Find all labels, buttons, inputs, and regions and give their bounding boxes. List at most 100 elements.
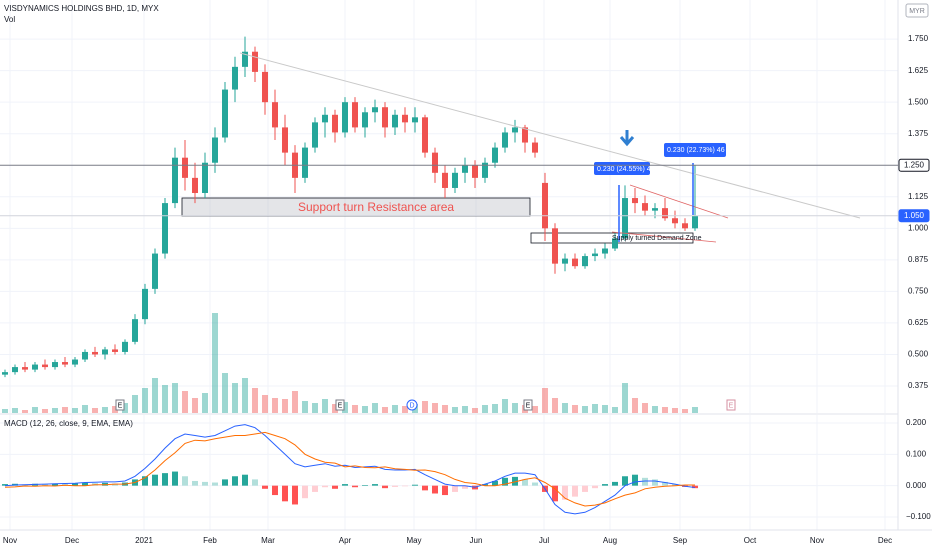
candle-body	[412, 117, 418, 123]
volume-bar	[512, 403, 518, 413]
volume-bar	[212, 313, 218, 413]
candle-body	[372, 107, 378, 113]
macd-histogram-bar	[452, 485, 458, 492]
currency-box[interactable]	[905, 3, 929, 18]
macd-histogram-bar	[302, 485, 308, 499]
volume-bar	[532, 406, 538, 413]
candle-body	[342, 102, 348, 133]
candle-body	[532, 142, 538, 153]
volume-bar	[452, 407, 458, 413]
macd-histogram-bar	[522, 479, 528, 486]
event-label[interactable]: E	[338, 402, 343, 409]
macd-histogram-bar	[82, 482, 88, 486]
x-tick-label: Dec	[65, 536, 79, 545]
candle-body	[32, 364, 38, 370]
macd-histogram-bar	[52, 483, 58, 486]
volume-bar	[502, 399, 508, 413]
volume-bar	[62, 407, 68, 413]
y-tick-label: 0.625	[908, 318, 929, 327]
volume-bar	[2, 409, 8, 413]
x-tick-label: Feb	[203, 536, 217, 545]
candle-body	[72, 359, 78, 365]
channel-line	[611, 231, 717, 243]
event-label[interactable]: E	[729, 402, 734, 409]
candle-body	[312, 122, 318, 148]
candle-body	[332, 114, 338, 133]
volume-bar	[172, 383, 178, 413]
candle-body	[112, 349, 118, 352]
volume-bar	[12, 408, 18, 413]
volume-bar	[332, 404, 338, 413]
event-marker[interactable]: E	[335, 399, 345, 411]
y-tick-label: 1.750	[908, 34, 929, 43]
volume-bar	[162, 385, 168, 413]
volume-bar	[342, 402, 348, 413]
volume-bar	[292, 391, 298, 413]
annotation: 0.230 (22.73%) 46	[667, 147, 725, 154]
volume-bar	[492, 404, 498, 413]
volume-bar	[592, 404, 598, 413]
macd-histogram-bar	[592, 485, 598, 489]
arrow	[619, 130, 635, 147]
macd-histogram-bar	[442, 485, 448, 496]
candle-body	[402, 114, 408, 123]
macd-histogram-bar	[322, 485, 328, 488]
macd-histogram-bar	[582, 485, 588, 492]
event-marker[interactable]: E	[523, 399, 533, 411]
volume-bar	[242, 378, 248, 413]
candle-body	[642, 203, 648, 211]
measure-box	[664, 143, 726, 157]
candle-body	[512, 127, 518, 133]
macd-histogram-bar	[292, 485, 298, 505]
candle-body	[682, 223, 688, 229]
macd-histogram-bar	[272, 485, 278, 496]
signal-line	[4, 431, 695, 507]
event-marker[interactable]: E	[115, 399, 125, 411]
price-label-box	[898, 209, 930, 223]
volume-bar	[372, 403, 378, 413]
volume-bar	[282, 399, 288, 413]
macd-histogram-bar	[402, 485, 408, 487]
macd-histogram-bar	[692, 485, 698, 489]
currency[interactable]: MYR	[909, 8, 925, 15]
event-marker[interactable]: D	[406, 399, 418, 411]
candle-body	[692, 215, 698, 229]
candle-body	[562, 258, 568, 264]
trend-line	[239, 52, 861, 219]
volume-bar	[422, 401, 428, 413]
volume-bar	[132, 395, 138, 413]
candle-body	[622, 198, 628, 239]
macd-histogram-bar	[672, 484, 678, 486]
volume-bar	[222, 373, 228, 413]
candle-body	[542, 182, 548, 229]
volume-bar	[192, 398, 198, 413]
macd-histogram-bar	[362, 485, 368, 486]
y-tick-label: 0.375	[908, 381, 929, 390]
macd-histogram-bar	[512, 476, 518, 486]
event-label[interactable]: D	[409, 402, 414, 409]
macd-histogram-bar	[482, 484, 488, 486]
macd-histogram-bar	[372, 484, 378, 486]
candle-body	[452, 172, 458, 188]
candle-body	[322, 114, 328, 123]
macd-histogram-bar	[312, 485, 318, 492]
event-label[interactable]: E	[526, 402, 531, 409]
candle-body	[52, 362, 58, 368]
macd-histogram-bar	[562, 485, 568, 500]
y-tick-label: 1.000	[908, 223, 929, 232]
event-label[interactable]: E	[118, 402, 123, 409]
annotation: Support turn Resistance area	[298, 200, 454, 214]
volume-bar	[112, 406, 118, 413]
event-marker[interactable]: E	[726, 399, 736, 411]
candle-body	[302, 147, 308, 178]
y2-tick-label: 0.100	[906, 449, 927, 458]
macd-histogram-bar	[282, 485, 288, 502]
volume-bar	[152, 378, 158, 413]
volume-bar	[302, 401, 308, 413]
candle-body	[202, 162, 208, 194]
candle-body	[262, 71, 268, 103]
macd-histogram-bar	[422, 485, 428, 491]
candle-body	[612, 238, 618, 249]
x-tick-label: Nov	[810, 536, 824, 545]
volume-bar	[542, 388, 548, 413]
